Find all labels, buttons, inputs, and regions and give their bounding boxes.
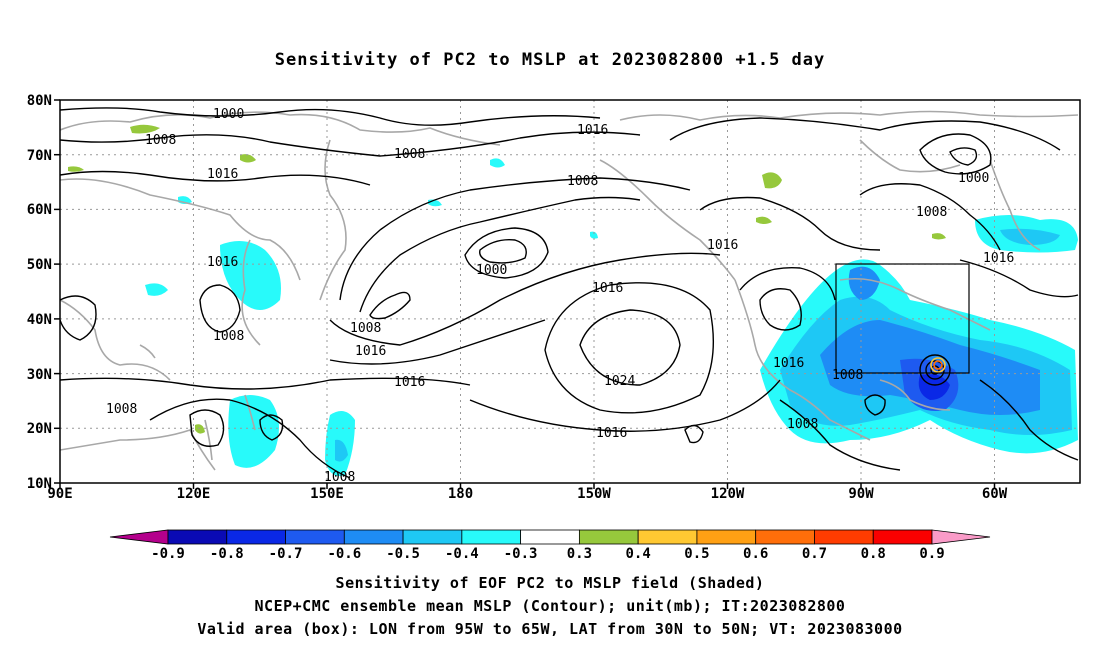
contour-label: 1016 [596, 426, 627, 441]
contour-label: 1016 [355, 344, 386, 359]
colorbar-swatch [696, 529, 757, 545]
colorbar-label: -0.6 [327, 546, 361, 562]
colorbar-label: 0.9 [919, 546, 944, 562]
colorbar-swatch [520, 529, 580, 545]
contour-label: 1008 [213, 329, 244, 344]
lat-label-20n: 20N [27, 421, 52, 437]
contour-label: 1008 [787, 417, 818, 432]
caption-line-2: NCEP+CMC ensemble mean MSLP (Contour); u… [254, 597, 846, 615]
colorbar [109, 529, 991, 545]
colorbar-swatch [226, 529, 286, 545]
colorbar-swatch [461, 529, 522, 545]
contour-label: 1008 [567, 174, 598, 189]
colorbar-label: 0.7 [802, 546, 827, 562]
colorbar-swatch [872, 529, 933, 545]
lat-label-30n: 30N [27, 367, 52, 383]
colorbar-label: -0.8 [210, 546, 244, 562]
lon-label-120e: 120E [177, 486, 211, 502]
lat-label-70n: 70N [27, 148, 52, 164]
colorbar-label: -0.9 [151, 546, 185, 562]
colorbar-label: 0.3 [567, 546, 592, 562]
map-panel [60, 100, 1080, 483]
contour-label: 1008 [394, 147, 425, 162]
colorbar-swatch [285, 529, 345, 545]
colorbar-label: 0.5 [684, 546, 709, 562]
contour-label: 1016 [394, 375, 425, 390]
contour-label: 1016 [577, 123, 608, 138]
contour-label: 1016 [207, 167, 238, 182]
positive-sensitivity-shading [68, 124, 946, 434]
contour-labels: 1000 1008 1008 1016 1016 1008 1008 1016 … [106, 107, 1014, 485]
colorbar-label: 0.6 [743, 546, 768, 562]
lat-label-40n: 40N [27, 312, 52, 328]
contour-label: 1000 [958, 171, 989, 186]
colorbar-label: -0.4 [445, 546, 479, 562]
contour-label: 1008 [324, 470, 355, 485]
mslp-contours [60, 107, 1079, 479]
lon-label-150w: 150W [577, 486, 611, 502]
colorbar-arrow-left [109, 529, 169, 545]
map-title: Sensitivity of PC2 to MSLP at 2023082800… [274, 50, 826, 70]
colorbar-swatch [167, 529, 228, 545]
colorbar-swatch [402, 529, 463, 545]
contour-label: 1024 [604, 374, 635, 389]
colorbar-swatch [343, 529, 404, 545]
longitude-labels: 90E 120E 150E 180 150W 120W 90W 60W [47, 486, 1007, 502]
valid-area-box [835, 263, 970, 374]
contour-label: 1008 [350, 321, 381, 336]
contour-label: 1000 [476, 263, 507, 278]
lon-label-60w: 60W [982, 486, 1008, 502]
map-frame [59, 99, 1081, 484]
latitude-labels: 80N 70N 60N 50N 40N 30N 20N 10N [27, 93, 52, 492]
colorbar-swatch [814, 529, 874, 545]
colorbar-label: -0.7 [269, 546, 303, 562]
lon-label-150e: 150E [310, 486, 344, 502]
contour-label: 1016 [592, 281, 623, 296]
latitude-ticks [54, 99, 60, 484]
lat-label-10n: 10N [27, 476, 52, 492]
contour-label: 1016 [773, 356, 804, 371]
colorbar-label: 0.8 [861, 546, 886, 562]
sensitivity-shading [145, 158, 1078, 476]
colorbar-labels: -0.9 -0.8 -0.7 -0.6 -0.5 -0.4 -0.3 0.3 0.4 0.5 0.6… [151, 546, 945, 562]
lat-label-80n: 80N [27, 93, 52, 109]
colorbar-swatch [578, 529, 639, 545]
colorbar-swatch [637, 529, 698, 545]
lon-label-90w: 90W [848, 486, 874, 502]
contour-label: 1008 [145, 133, 176, 148]
colorbar-arrow-right [931, 529, 991, 545]
contour-label: 1000 [213, 107, 244, 122]
contour-label: 1016 [207, 255, 238, 270]
coastlines [60, 110, 1079, 471]
contour-label: 1016 [983, 251, 1014, 266]
lon-label-120w: 120W [711, 486, 745, 502]
contour-label: 1008 [916, 205, 947, 220]
low-center-markers [930, 357, 946, 373]
lon-label-180: 180 [448, 486, 473, 502]
colorbar-label: 0.4 [626, 546, 651, 562]
colorbar-label: -0.3 [504, 546, 538, 562]
grid-lines [60, 100, 1080, 483]
colorbar-swatch [755, 529, 815, 545]
contour-label: 1008 [832, 368, 863, 383]
lat-label-50n: 50N [27, 257, 52, 273]
contour-label: 1008 [106, 402, 137, 417]
caption-line-1: Sensitivity of EOF PC2 to MSLP field (Sh… [335, 574, 765, 592]
lat-label-60n: 60N [27, 202, 52, 218]
contour-label: 1016 [707, 238, 738, 253]
longitude-ticks [59, 483, 996, 489]
colorbar-label: -0.5 [386, 546, 420, 562]
caption-line-3: Valid area (box): LON from 95W to 65W, L… [197, 620, 903, 638]
lon-label-90e: 90E [47, 486, 72, 502]
